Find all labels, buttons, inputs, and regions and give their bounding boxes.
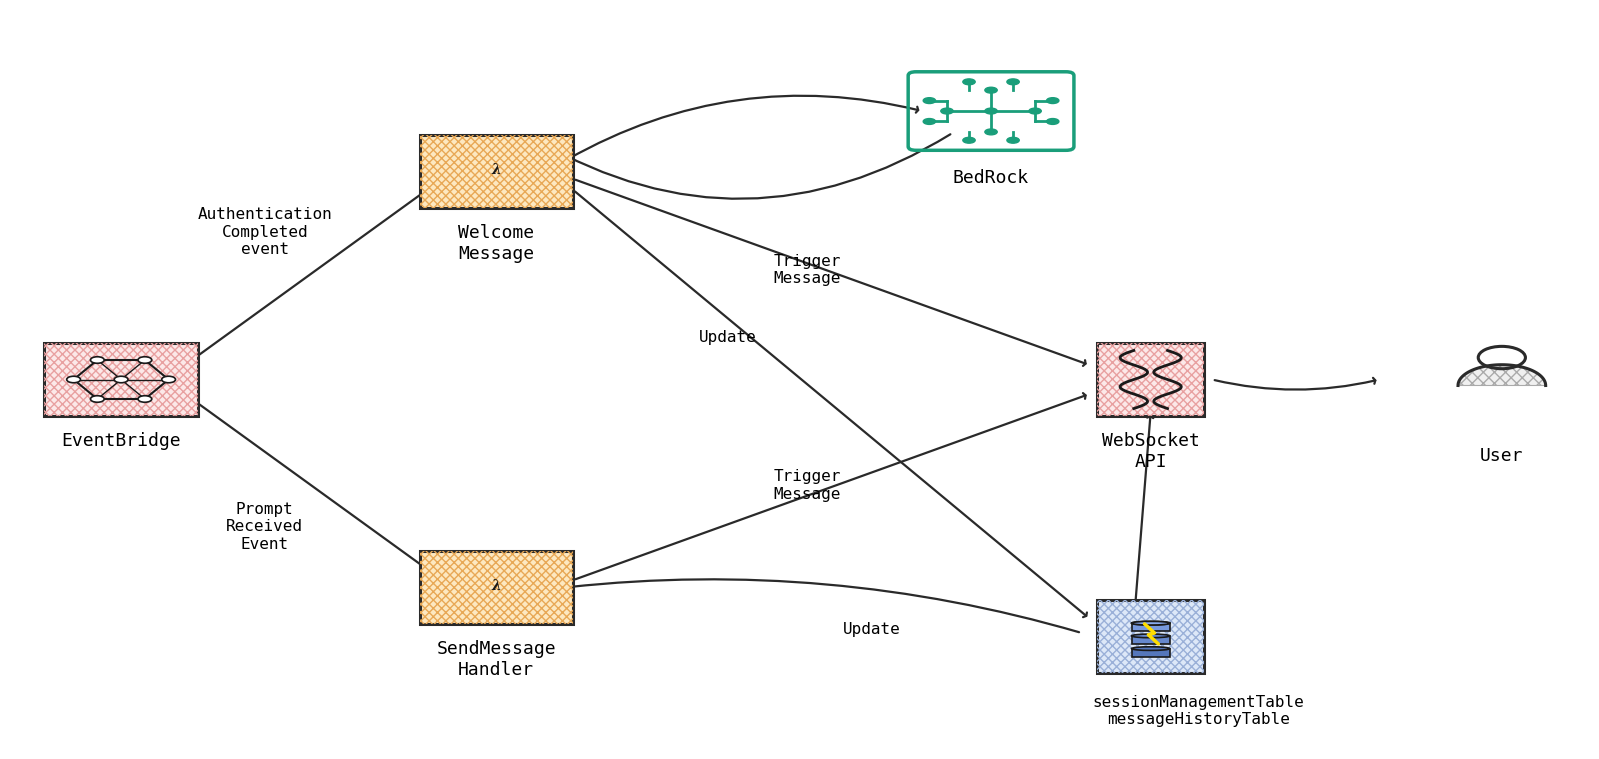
FancyBboxPatch shape: [1132, 623, 1170, 631]
Circle shape: [67, 376, 80, 383]
Text: λ: λ: [491, 578, 500, 593]
Circle shape: [138, 395, 152, 402]
Circle shape: [923, 118, 935, 124]
Wedge shape: [1458, 365, 1546, 386]
Circle shape: [985, 87, 998, 93]
Circle shape: [1047, 118, 1059, 124]
Ellipse shape: [1132, 622, 1170, 625]
Ellipse shape: [1132, 622, 1170, 625]
FancyBboxPatch shape: [1097, 343, 1204, 416]
Ellipse shape: [1132, 634, 1170, 638]
Circle shape: [963, 79, 975, 85]
Circle shape: [1007, 79, 1019, 85]
Text: λ: λ: [491, 162, 500, 177]
Circle shape: [1028, 108, 1041, 114]
Circle shape: [91, 395, 104, 402]
Circle shape: [985, 108, 998, 114]
Circle shape: [138, 357, 152, 364]
Circle shape: [940, 108, 953, 114]
Text: Prompt
Received
Event: Prompt Received Event: [227, 502, 304, 552]
Circle shape: [161, 376, 176, 383]
Text: Authentication
Completed
event: Authentication Completed event: [197, 207, 333, 257]
Circle shape: [1047, 98, 1059, 103]
Circle shape: [91, 357, 104, 364]
Text: WebSocket
API: WebSocket API: [1102, 432, 1199, 471]
FancyBboxPatch shape: [419, 135, 572, 208]
Text: Update: Update: [843, 622, 900, 637]
FancyBboxPatch shape: [1097, 600, 1204, 673]
Text: User: User: [1481, 446, 1524, 465]
Text: Trigger
Message: Trigger Message: [774, 254, 841, 286]
Circle shape: [985, 129, 998, 135]
Text: Trigger
Message: Trigger Message: [774, 469, 841, 502]
Circle shape: [963, 137, 975, 143]
Circle shape: [923, 98, 935, 103]
FancyBboxPatch shape: [419, 551, 572, 624]
FancyBboxPatch shape: [1132, 636, 1170, 644]
Text: BedRock: BedRock: [953, 169, 1030, 187]
Circle shape: [114, 376, 128, 383]
Text: sessionManagementTable
messageHistoryTable: sessionManagementTable messageHistoryTab…: [1092, 694, 1305, 727]
Text: Welcome
Message: Welcome Message: [459, 224, 534, 263]
Circle shape: [1007, 137, 1019, 143]
Text: SendMessage
Handler: SendMessage Handler: [437, 640, 556, 679]
Text: EventBridge: EventBridge: [61, 432, 181, 450]
FancyBboxPatch shape: [45, 343, 198, 416]
FancyBboxPatch shape: [1132, 649, 1170, 657]
Text: Update: Update: [699, 330, 756, 345]
Ellipse shape: [1132, 647, 1170, 650]
